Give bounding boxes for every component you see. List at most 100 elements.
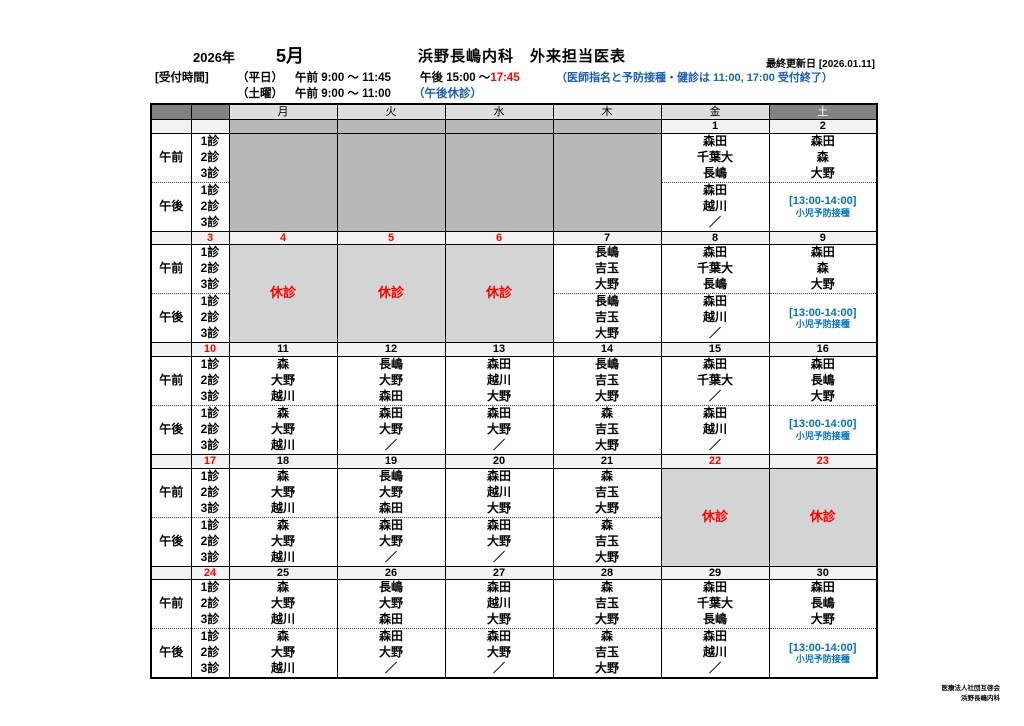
doctor-cell: 森田 <box>444 356 554 373</box>
slot-row: 午後 1診森森田 森田森 <box>150 516 877 567</box>
doctor-cell: 千葉大 <box>660 149 770 166</box>
doctor-cell: 越川 <box>444 596 554 613</box>
doctor-cell: ／ <box>660 661 770 679</box>
blocked-cell <box>336 133 446 232</box>
session-label-pm: 午後 <box>150 404 192 455</box>
slot-label: 3診 <box>190 500 230 518</box>
slot-row: 午後 1診森森田 森田森森田 [13:00-14:00] 小児予防接種 <box>150 628 878 679</box>
doctor-cell: 大野 <box>228 372 338 389</box>
date-cell <box>552 119 662 134</box>
slot-row: 2診 大野 大野 大野 吉玉 越川 <box>151 421 877 438</box>
session-label-pm: 午後 <box>150 293 192 343</box>
doctor-cell: 森田 <box>660 244 770 262</box>
session-label-am: 午前 <box>150 579 192 629</box>
doctor-cell: 越川 <box>228 612 338 629</box>
doctor-cell: 森田 <box>444 404 554 422</box>
session-label-pm: 午後 <box>150 181 192 232</box>
doctor-cell: 森 <box>552 404 662 422</box>
doctor-cell: 大野 <box>552 549 662 567</box>
day-header-5: 土 <box>768 103 878 120</box>
doctor-cell: 越川 <box>660 421 770 438</box>
doctor-cell: ／ <box>660 214 770 232</box>
vaccine-cell: [13:00-14:00] 小児予防接種 <box>768 293 878 343</box>
slot-row: 午前 1診森長嶋 森田森森田 森田 <box>150 579 878 629</box>
day-header-0: 月 <box>228 103 338 120</box>
doctor-cell: 越川 <box>660 310 770 327</box>
schedule-year: 2026年 <box>193 50 235 65</box>
slot-row: 2診 大野 大野 越川 吉玉 千葉大 長嶋 <box>151 372 878 389</box>
slot-label: 1診 <box>190 181 230 199</box>
doctor-cell: 森 <box>228 404 338 422</box>
weekday-pm-prefix: 午後 15:00 ～ <box>420 72 491 84</box>
sunday-spacer <box>150 230 192 246</box>
doctor-cell: ／ <box>660 437 770 455</box>
doctor-cell: 森田 <box>660 133 770 150</box>
weekday-label: （平日） <box>237 72 283 84</box>
reception-note: （医師指名と予防接種・健診は 11:00, 17:00 受付終了） <box>556 72 833 84</box>
saturday-label: （土曜） <box>237 88 283 100</box>
date-cell: 1 <box>660 119 770 134</box>
sunday-date: 17 <box>190 453 230 469</box>
slot-label: 2診 <box>190 310 230 327</box>
sunday-spacer <box>150 342 192 357</box>
doctor-cell: 大野 <box>552 388 662 406</box>
doctor-cell: 森田 <box>660 628 770 646</box>
date-cell: 9 <box>768 230 878 246</box>
blocked-cell <box>228 133 338 232</box>
date-row-week4: 17 18 19 20 21 22 23 <box>150 453 878 469</box>
doctor-cell: 大野 <box>444 612 554 629</box>
date-cell: 21 <box>552 453 662 469</box>
schedule-month: 5月 <box>276 46 305 66</box>
slot-row: 2診 千葉大森 <box>151 149 878 166</box>
slot-label: 1診 <box>190 133 230 150</box>
slot-row: 2診 吉玉 越川 <box>151 310 877 327</box>
corporation-line2: 浜野長嶋内科 <box>961 694 1000 702</box>
schedule-table: 月火水木金土 1 2 午前 1診 森田 森田 2診 千葉大森 3診 長嶋 大野 午後 1診 森田 [13:00… <box>150 103 878 680</box>
doctor-cell: 越川 <box>444 372 554 389</box>
date-cell: 28 <box>552 565 662 581</box>
slot-row: 3診 越川 森田 大野 大野 <box>151 500 877 518</box>
day-header-1: 火 <box>336 103 446 120</box>
doctor-cell: 大野 <box>228 484 338 501</box>
doctor-cell: 越川 <box>660 645 770 662</box>
doctor-cell: 森田 <box>444 468 554 485</box>
doctor-cell: 大野 <box>336 484 446 501</box>
sunday-spacer <box>150 565 192 581</box>
weekday-am-hours: 午前 9:00 ～ 11:45 <box>295 72 391 84</box>
doctor-cell: 大野 <box>552 500 662 518</box>
date-cell: 4 <box>228 230 338 246</box>
doctor-cell: 千葉大 <box>660 372 770 389</box>
doctor-cell: 大野 <box>336 372 446 389</box>
slot-label: 1診 <box>190 579 230 597</box>
slot-label: 2診 <box>190 261 230 278</box>
vaccine-cell: [13:00-14:00] 小児予防接種 <box>768 404 878 455</box>
date-cell: 6 <box>444 230 554 246</box>
doctor-cell: 森田 <box>336 612 446 629</box>
date-cell: 22 <box>660 453 770 469</box>
slot-label: 3診 <box>190 214 230 232</box>
doctor-cell: 大野 <box>768 612 878 629</box>
slot-row: 午前 1診森長嶋 森田森休診 休診 <box>150 468 878 567</box>
corner-cell <box>150 103 192 120</box>
slot-row: 2診 大野 大野 越川 吉玉 <box>151 484 877 501</box>
day-header-row: 月火水木金土 <box>150 103 878 120</box>
doctor-cell: 大野 <box>552 661 662 679</box>
slot-label: 3診 <box>190 388 230 406</box>
doctor-cell: 森田 <box>768 356 878 373</box>
doctor-cell: 吉玉 <box>552 484 662 501</box>
slot-label: 1診 <box>190 356 230 373</box>
slot-row: 2診 大野 大野 大野 吉玉 <box>151 533 877 550</box>
blocked-cell <box>552 133 662 232</box>
date-cell <box>336 119 446 134</box>
vaccine-label: 小児予防接種 <box>795 431 850 442</box>
sunday-date: 3 <box>190 230 230 246</box>
session-label-am: 午前 <box>150 133 192 183</box>
closed-cell: 休診 <box>768 468 878 567</box>
date-cell: 5 <box>336 230 446 246</box>
doctor-cell: 吉玉 <box>552 310 662 327</box>
slot-label: 3診 <box>190 326 230 343</box>
corporation-name: 医療法人社団互啓会 浜野長嶋内科 <box>942 684 1001 704</box>
doctor-cell: 森田 <box>768 133 878 150</box>
vaccine-label: 小児予防接種 <box>795 319 850 330</box>
